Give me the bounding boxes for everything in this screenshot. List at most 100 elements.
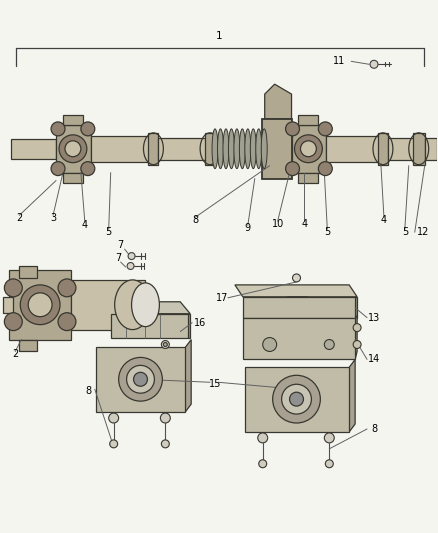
Ellipse shape (110, 440, 118, 448)
Bar (388, 138, 416, 160)
Polygon shape (188, 314, 190, 337)
Bar (262, 119, 292, 179)
Text: 17: 17 (216, 293, 228, 303)
Ellipse shape (127, 365, 155, 393)
Polygon shape (355, 316, 357, 359)
Polygon shape (349, 359, 355, 432)
Text: 8: 8 (86, 386, 92, 396)
Ellipse shape (58, 279, 76, 297)
Ellipse shape (131, 283, 159, 327)
Text: 7: 7 (117, 240, 124, 250)
Ellipse shape (28, 293, 52, 317)
Ellipse shape (51, 161, 65, 175)
Ellipse shape (161, 341, 170, 349)
Ellipse shape (370, 60, 378, 68)
Ellipse shape (245, 129, 251, 168)
Text: 1: 1 (215, 31, 223, 42)
Bar (243, 297, 355, 318)
Bar (205, 133, 215, 165)
Ellipse shape (218, 129, 223, 168)
Bar (298, 173, 318, 182)
Text: 7: 7 (116, 253, 122, 263)
Ellipse shape (318, 122, 332, 136)
Ellipse shape (324, 340, 334, 350)
Bar (11, 139, 56, 159)
Ellipse shape (163, 343, 167, 346)
Ellipse shape (119, 358, 162, 401)
Ellipse shape (4, 313, 22, 330)
Text: 5: 5 (106, 227, 112, 237)
Ellipse shape (250, 129, 256, 168)
Ellipse shape (115, 280, 150, 329)
Bar (71, 280, 145, 329)
Bar (243, 318, 355, 359)
Bar (425, 138, 437, 160)
Ellipse shape (51, 122, 65, 136)
Polygon shape (288, 297, 307, 311)
Ellipse shape (353, 341, 361, 349)
Ellipse shape (20, 285, 60, 325)
Text: 14: 14 (368, 354, 380, 365)
Ellipse shape (300, 141, 316, 157)
Ellipse shape (65, 141, 81, 157)
Bar (245, 367, 349, 432)
Text: 11: 11 (333, 56, 345, 66)
Ellipse shape (127, 263, 134, 270)
Text: 4: 4 (301, 219, 307, 229)
Polygon shape (106, 302, 190, 314)
Ellipse shape (58, 313, 76, 330)
Ellipse shape (259, 460, 267, 468)
Bar (378, 133, 388, 165)
Text: 3: 3 (50, 213, 56, 223)
Ellipse shape (59, 135, 87, 163)
Bar (111, 314, 188, 337)
Ellipse shape (4, 279, 22, 297)
Ellipse shape (81, 122, 95, 136)
Text: 8: 8 (192, 215, 198, 225)
Ellipse shape (261, 129, 267, 168)
Ellipse shape (325, 460, 333, 468)
Text: 9: 9 (245, 223, 251, 233)
Ellipse shape (134, 373, 148, 386)
Ellipse shape (294, 135, 322, 163)
Ellipse shape (240, 129, 245, 168)
Bar (292, 125, 326, 173)
Bar (96, 348, 185, 412)
Text: 15: 15 (209, 379, 221, 389)
Ellipse shape (161, 440, 170, 448)
Ellipse shape (282, 384, 311, 414)
Polygon shape (265, 84, 292, 119)
Ellipse shape (229, 129, 234, 168)
Ellipse shape (234, 129, 240, 168)
Text: 16: 16 (194, 318, 206, 328)
Ellipse shape (223, 129, 229, 168)
Bar (91, 136, 150, 161)
Ellipse shape (286, 161, 300, 175)
Bar (56, 125, 91, 173)
Text: 10: 10 (272, 219, 284, 229)
Ellipse shape (353, 324, 361, 332)
Ellipse shape (258, 433, 268, 443)
Bar (63, 115, 83, 125)
Polygon shape (185, 340, 191, 412)
Ellipse shape (81, 161, 95, 175)
Bar (4, 297, 13, 313)
Ellipse shape (128, 253, 135, 260)
Bar (9, 270, 71, 340)
Text: 5: 5 (402, 227, 408, 237)
Ellipse shape (212, 129, 218, 168)
Bar (159, 138, 208, 160)
Bar (19, 340, 37, 351)
Bar (298, 115, 318, 125)
Ellipse shape (286, 122, 300, 136)
Text: 8: 8 (371, 424, 377, 434)
Ellipse shape (324, 433, 334, 443)
Bar (413, 133, 425, 165)
Ellipse shape (109, 413, 119, 423)
Ellipse shape (256, 129, 262, 168)
Ellipse shape (318, 161, 332, 175)
Ellipse shape (273, 375, 320, 423)
Text: 13: 13 (368, 313, 380, 322)
Bar (63, 173, 83, 182)
Text: 2: 2 (16, 213, 22, 223)
